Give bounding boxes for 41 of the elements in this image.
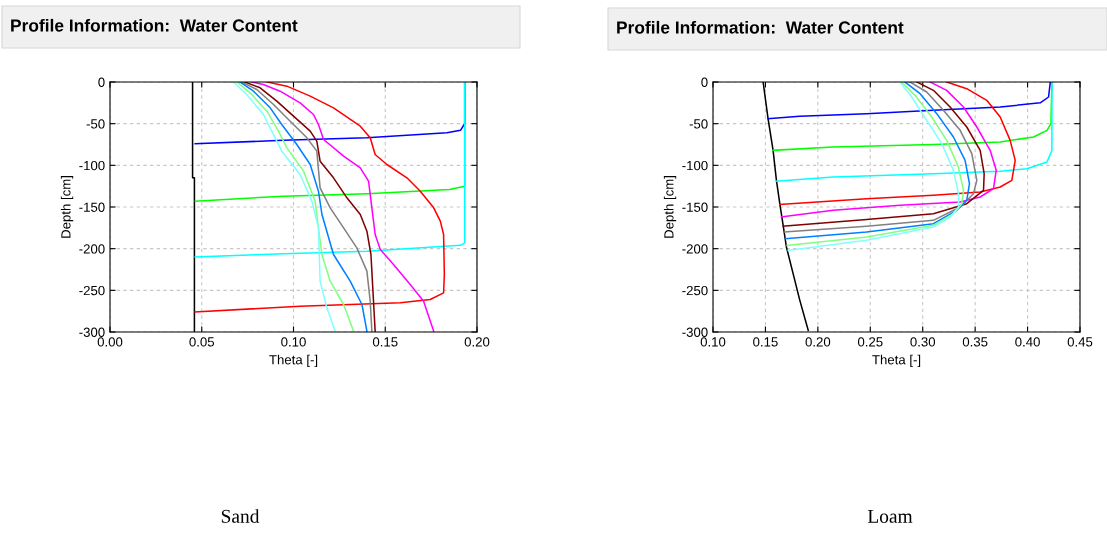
chart-title: Profile Information: Water Content [11,18,298,32]
y-tick-label: -50 [86,119,105,129]
y-tick-label: -100 [79,160,105,171]
line-series [779,82,1016,206]
y-tick-label: -150 [682,202,708,212]
x-tick-label: 0.20 [805,337,831,347]
y-tick-label: -250 [682,285,708,296]
x-tick-label: 0.10 [281,337,306,347]
line-series [767,82,1052,120]
chart-title: Profile Information: Water Content [617,20,904,34]
y-tick-label: 0 [701,77,708,87]
line-series [775,82,1053,182]
x-tick-label: 0.45 [1067,337,1093,347]
y-tick-label: -200 [682,244,708,254]
x-tick-label: 0.30 [910,337,936,347]
x-tick-label: 0.15 [372,337,398,347]
x-axis-title: Theta [-] [269,354,318,368]
y-tick-label: -150 [79,202,105,212]
x-tick-label: 0.35 [962,337,988,347]
x-tick-label: 0.10 [700,337,726,347]
text: Loam [867,509,913,523]
y-axis-title: Depth [cm] [663,176,677,238]
y-tick-label: -300 [79,327,105,337]
y-tick-label: -250 [79,285,105,296]
x-tick-label: 0.20 [464,337,490,347]
x-tick-label: 0.15 [753,337,778,347]
line-series [194,82,446,313]
y-tick-label: -300 [682,327,708,337]
y-tick-label: 0 [98,77,105,87]
x-tick-label: 0.40 [1015,337,1040,347]
y-axis-title: Depth [cm] [60,176,74,238]
x-axis-title: Theta [-] [872,354,921,368]
x-tick-label: 0.00 [97,337,123,347]
line-series [232,82,336,332]
line-series [194,82,466,258]
text: Sand [221,509,260,523]
y-tick-label: -200 [79,244,105,254]
x-tick-label: 0.05 [189,337,215,347]
y-tick-label: -100 [682,160,708,171]
y-tick-label: -50 [689,119,708,129]
x-tick-label: 0.25 [857,337,883,347]
